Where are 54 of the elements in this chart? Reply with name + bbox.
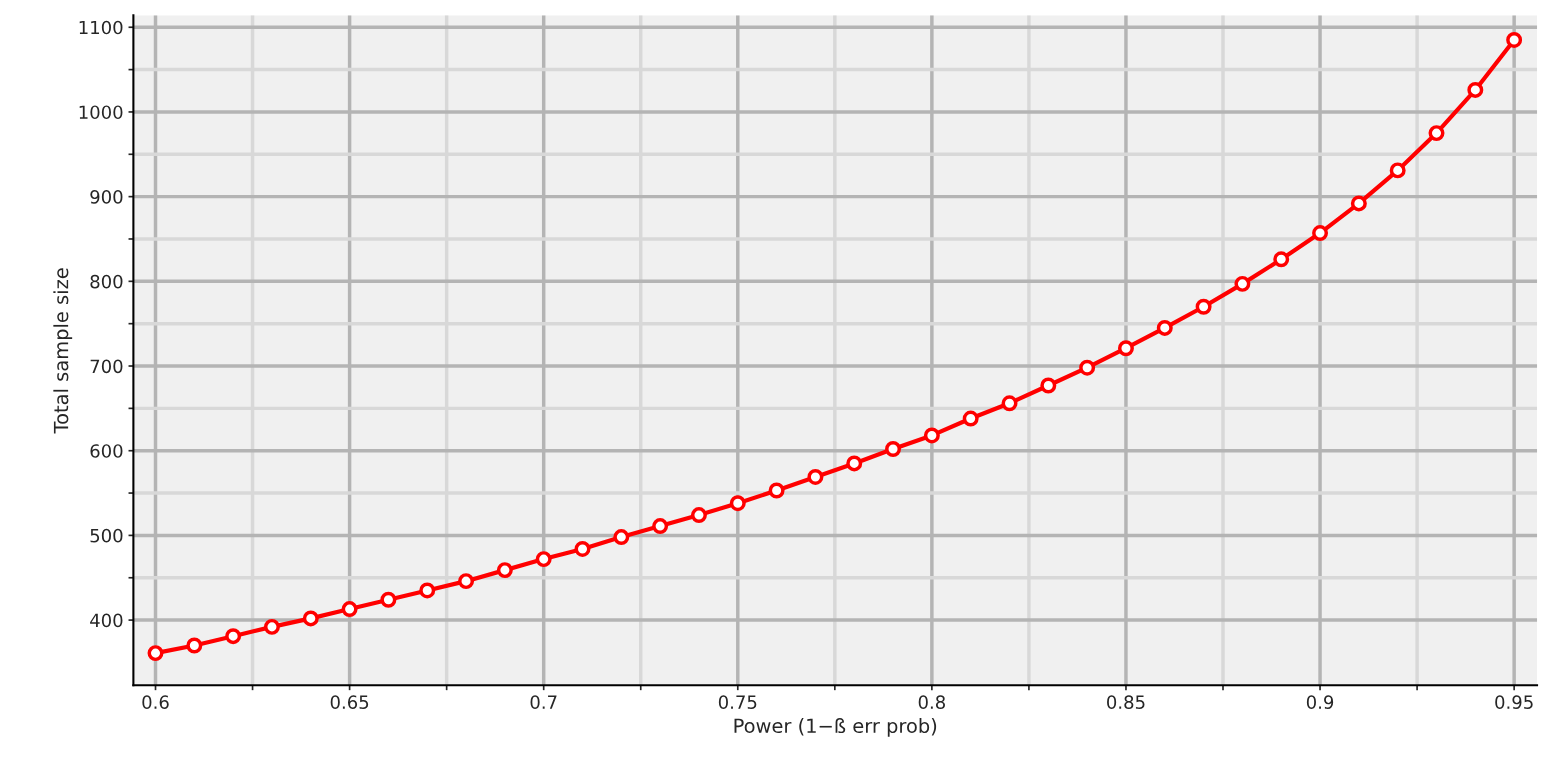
- point: [302, 610, 319, 627]
- point: [652, 518, 669, 535]
- point: [263, 618, 280, 635]
- point: [574, 540, 591, 557]
- x-tick-label: 0.75: [718, 695, 757, 709]
- point: [690, 507, 707, 524]
- point: [419, 582, 436, 599]
- y-tick-label: 1000: [79, 105, 123, 120]
- point: [613, 529, 630, 546]
- point: [1156, 319, 1173, 336]
- point: [1079, 359, 1096, 376]
- y-tick-label: 600: [90, 444, 123, 458]
- point: [768, 482, 785, 499]
- point: [923, 427, 940, 444]
- y-tick-label: 500: [90, 528, 123, 543]
- point: [729, 495, 746, 512]
- x-tick-label: 0.65: [330, 695, 369, 709]
- y-axis-title: Total sample size: [53, 268, 73, 434]
- x-tick-label: 0.8: [918, 695, 945, 709]
- point: [496, 562, 513, 579]
- point: [885, 441, 902, 457]
- point: [380, 591, 397, 608]
- point: [1195, 298, 1212, 315]
- y-tick-label: 400: [90, 613, 123, 628]
- y-tick-label: 700: [90, 359, 123, 374]
- point: [1117, 340, 1134, 357]
- x-tick-label: 0.6: [142, 695, 169, 709]
- point: [1350, 195, 1367, 212]
- x-tick-label: 0.95: [1495, 695, 1533, 709]
- point: [1234, 275, 1251, 292]
- point: [1312, 225, 1329, 242]
- point: [535, 551, 552, 568]
- point: [846, 455, 863, 472]
- x-tick-label: 0.9: [1306, 695, 1334, 709]
- x-axis-title: Power (1−ß err prob): [734, 718, 937, 737]
- y-tick-label: 1100: [79, 20, 123, 35]
- point: [807, 468, 824, 485]
- point: [186, 637, 203, 654]
- point: [1389, 162, 1406, 179]
- y-tick-label: 900: [90, 190, 123, 204]
- point: [1001, 395, 1018, 412]
- point: [1506, 31, 1523, 48]
- point: [1467, 81, 1484, 98]
- point: [1273, 251, 1290, 268]
- point: [1040, 377, 1057, 394]
- point: [341, 601, 358, 618]
- x-tick-label: 0.85: [1107, 695, 1145, 709]
- point: [1428, 125, 1445, 142]
- x-tick-label: 0.7: [530, 695, 557, 709]
- point: [147, 645, 164, 662]
- point: [962, 410, 979, 427]
- y-tick-label: 800: [90, 274, 123, 289]
- point: [225, 628, 242, 645]
- point: [458, 573, 475, 590]
